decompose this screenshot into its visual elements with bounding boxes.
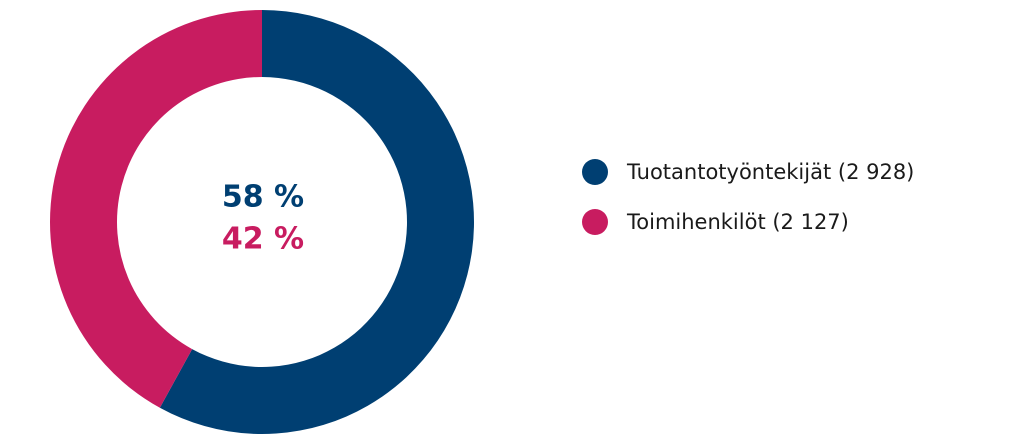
slice bbox=[159, 10, 475, 435]
legend-marker bbox=[582, 209, 608, 235]
center-label: 58 % bbox=[222, 180, 304, 215]
center-label: 42 % bbox=[222, 222, 304, 257]
legend-marker bbox=[582, 159, 608, 185]
legend-label: Tuotantotyöntekijät (2 928) bbox=[626, 160, 914, 184]
slice bbox=[50, 10, 263, 408]
legend-label: Toimihenkilöt (2 127) bbox=[626, 210, 849, 234]
